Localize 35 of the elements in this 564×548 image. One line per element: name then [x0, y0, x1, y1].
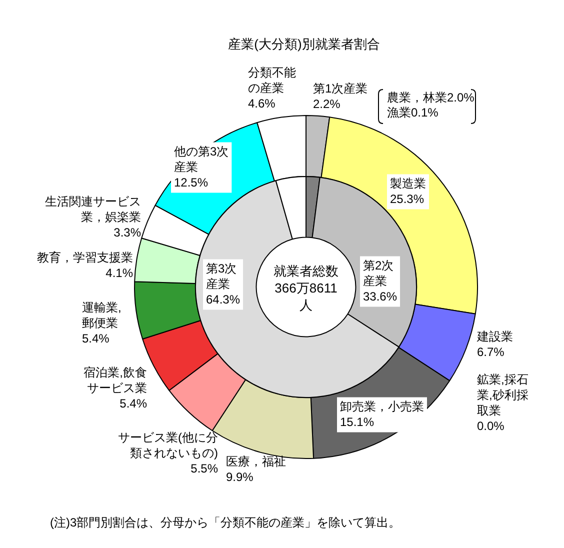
data-label: 64.3%: [206, 292, 240, 306]
slice-label: 教育，学習支援業: [37, 250, 133, 264]
text: 就業者総数366万8611人: [274, 264, 338, 313]
data-label: 5.5%: [190, 461, 218, 476]
data-label: 9.9%: [226, 470, 254, 484]
text: 0.0%: [477, 418, 504, 433]
text: 漁業0.1%: [387, 105, 439, 120]
data-label: 25.3%: [390, 192, 424, 206]
slice-label: 第2次産業: [363, 258, 394, 288]
data-label: 15.1%: [340, 414, 374, 429]
slice-label: 製造業: [390, 176, 426, 190]
slice-label: 運輸業,郵便業: [82, 300, 122, 330]
data-label: 6.7%: [477, 344, 505, 359]
slice-label: 建設業: [476, 329, 513, 344]
data-label: 4.1%: [106, 266, 134, 280]
text: (注)3部門別割合は、分母から「分類不能の産業」を除いて算出。: [50, 515, 401, 530]
slice-label: 宿泊業,飲食サービス業: [84, 365, 147, 395]
data-label: 4.6%: [248, 96, 276, 110]
slice-label: 生活関連サービス業，娯楽業: [45, 194, 141, 224]
slice-label: 第1次産業: [313, 81, 368, 96]
slice-label: サービス業(他に分類されないもの): [118, 430, 218, 460]
data-label: 12.5%: [174, 175, 208, 190]
slice-label: 卸売業，小売業: [340, 399, 424, 414]
data-label: 3.3%: [114, 225, 142, 240]
slice-label: 分類不能の産業: [248, 65, 296, 95]
data-label: 5.4%: [120, 396, 148, 410]
chart-title: 産業(大分類)別就業者割合: [228, 36, 380, 52]
category-label: 鉱業,採石業,砂利採取業: [477, 372, 528, 418]
data-label: 2.2%: [313, 96, 341, 111]
data-label: 33.6%: [363, 289, 398, 304]
slice-label: 第3次産業: [206, 261, 237, 291]
slice-label: 医療，福祉: [226, 454, 286, 468]
data-label: 5.4%: [82, 331, 110, 346]
text: 農業，林業2.0%: [387, 90, 475, 104]
slice-label: 他の第3次産業: [174, 144, 229, 174]
